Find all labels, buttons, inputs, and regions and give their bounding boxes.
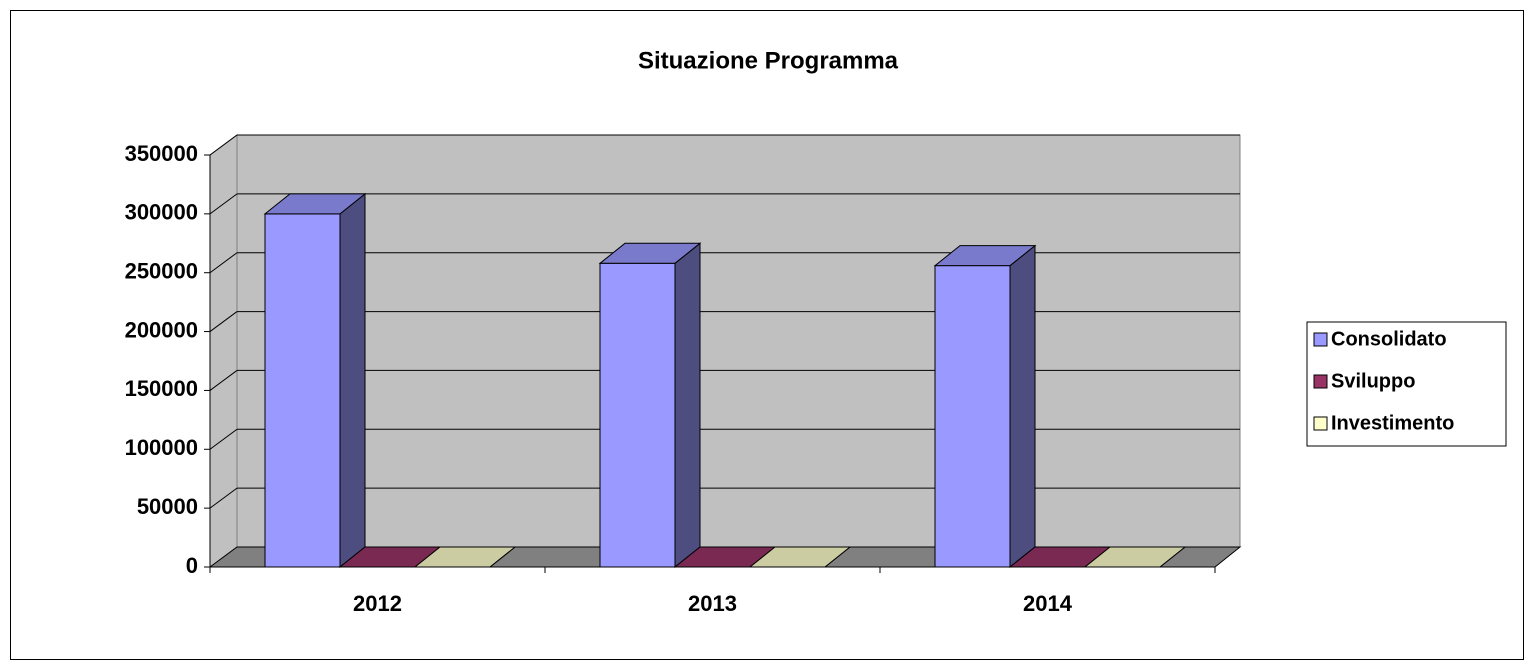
y-tick-label: 100000	[125, 435, 198, 460]
bar-side	[674, 242, 701, 569]
grid-line	[209, 252, 238, 274]
grid-line	[209, 311, 238, 332]
y-tick-label: 0	[186, 553, 198, 578]
x-tick-label: 2013	[688, 591, 737, 616]
bar-top	[933, 245, 1037, 267]
y-tick-label: 350000	[125, 141, 198, 166]
y-tick-label: 300000	[125, 200, 198, 225]
y-tick-label: 250000	[125, 259, 198, 284]
y-tick-label: 200000	[125, 317, 198, 342]
side-wall	[209, 134, 238, 568]
back-wall	[236, 134, 1241, 548]
legend-swatch	[1313, 416, 1328, 431]
grid-line	[209, 370, 238, 391]
bar-side	[339, 192, 366, 569]
bar-side	[1009, 244, 1036, 569]
legend-box	[1306, 321, 1507, 447]
y-tick-label: 150000	[125, 376, 198, 401]
bar-top	[748, 546, 852, 568]
legend-label: Sviluppo	[1331, 370, 1415, 392]
grid-line	[209, 134, 238, 156]
bar	[264, 213, 341, 568]
legend-label: Investimento	[1331, 412, 1454, 434]
x-tick-label: 2014	[1023, 591, 1073, 616]
bar-top	[598, 242, 702, 264]
y-tick-label: 50000	[137, 494, 198, 519]
legend-swatch	[1313, 374, 1328, 389]
grid-line	[209, 193, 238, 215]
grid-line	[209, 428, 238, 450]
x-tick-label: 2012	[353, 591, 402, 616]
bar-top	[1083, 546, 1187, 568]
bar-top	[413, 546, 517, 568]
legend-swatch	[1313, 332, 1328, 347]
grid-line	[209, 487, 238, 509]
legend-label: Consolidato	[1331, 328, 1447, 350]
bar	[934, 265, 1011, 568]
bar-top	[263, 193, 367, 215]
bar	[599, 262, 676, 568]
chart-title: Situazione Programma	[638, 47, 899, 74]
